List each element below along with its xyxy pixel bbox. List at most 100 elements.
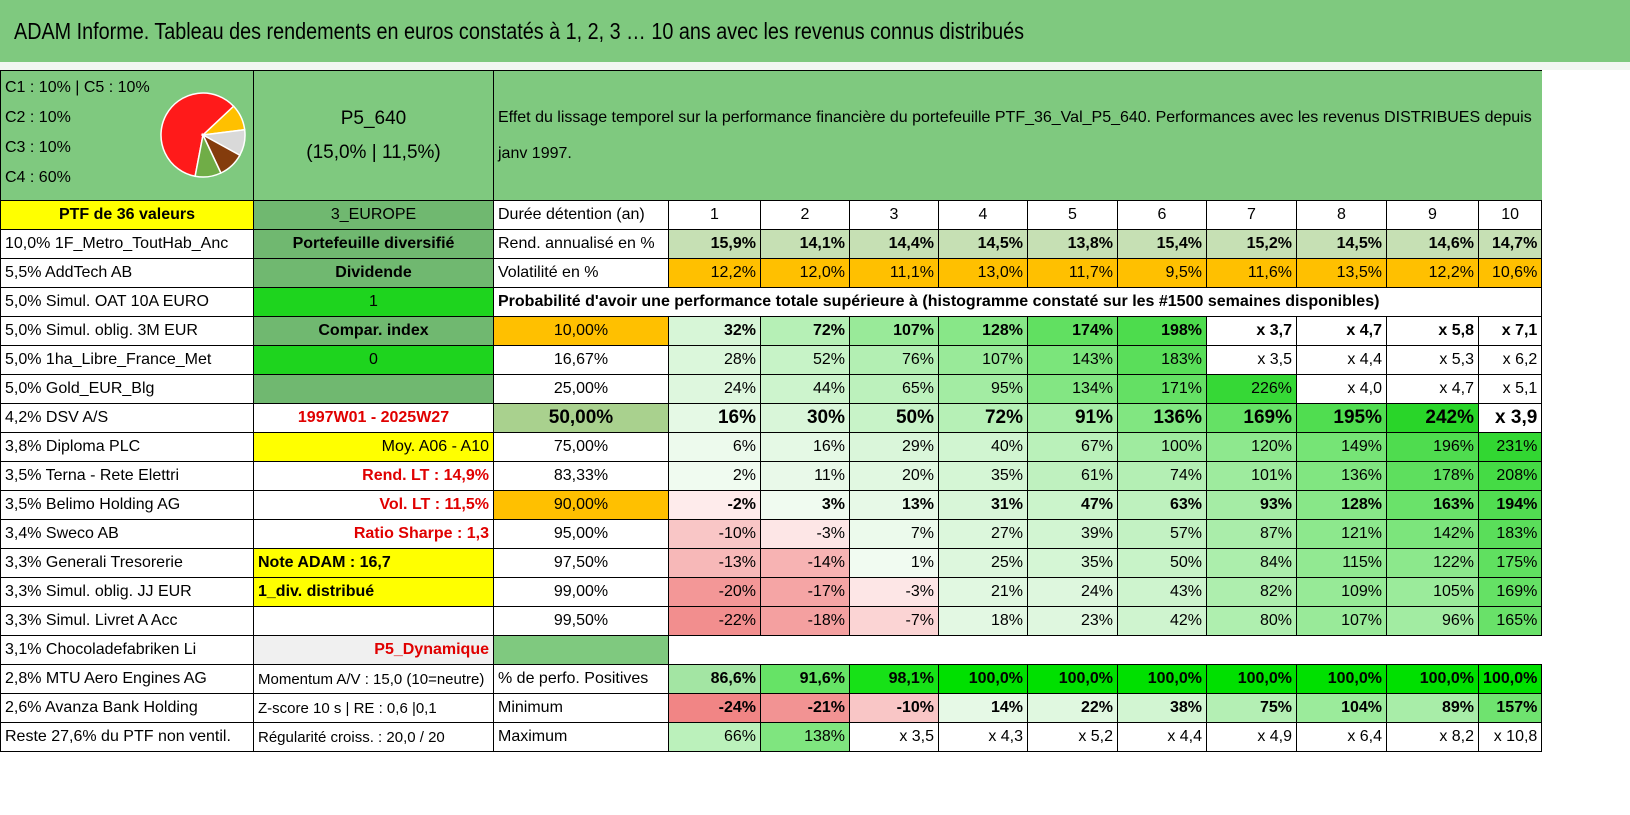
min-value: 104% xyxy=(1296,693,1387,723)
holding-name: 3,8% Diploma PLC xyxy=(0,432,254,462)
probability-value: x 4,4 xyxy=(1296,345,1387,375)
probability-value: -10% xyxy=(668,519,761,549)
year-header: 6 xyxy=(1117,200,1207,230)
year-header: 4 xyxy=(938,200,1028,230)
probability-value: 43% xyxy=(1117,577,1207,607)
min-value: 157% xyxy=(1477,693,1543,723)
max-value: x 4,4 xyxy=(1117,722,1207,752)
probability-value: 63% xyxy=(1117,490,1207,520)
holding-name: 3,3% Generali Tresorerie xyxy=(0,548,254,578)
probability-threshold: 25,00% xyxy=(493,374,669,404)
min-value: 14% xyxy=(938,693,1028,723)
probability-value: 1% xyxy=(849,548,939,578)
probability-value: 226% xyxy=(1206,374,1297,404)
info-cell: 1 xyxy=(253,287,494,317)
volatility-value: 12,0% xyxy=(760,258,850,288)
holding-name: 5,0% Simul. oblig. 3M EUR xyxy=(0,316,254,346)
max-value: 66% xyxy=(668,722,761,752)
probability-value: 169% xyxy=(1206,403,1297,433)
probability-value: -3% xyxy=(849,577,939,607)
probability-value: 72% xyxy=(760,316,850,346)
probability-value: 52% xyxy=(760,345,850,375)
probability-value: 67% xyxy=(1027,432,1118,462)
probability-value: 39% xyxy=(1027,519,1118,549)
pie-slice-c4 xyxy=(160,92,235,178)
pos-value: 100,0% xyxy=(1117,664,1207,694)
probability-value: 23% xyxy=(1027,606,1118,636)
probability-value: 30% xyxy=(760,403,850,433)
report-table: C1 : 10% | C5 : 10% C2 : 10% C3 : 10% C4 : … xyxy=(0,70,1543,752)
info-cell: Note ADAM : 16,7 xyxy=(253,548,494,578)
probability-value: 76% xyxy=(849,345,939,375)
info-cell xyxy=(253,606,494,636)
probability-threshold: 75,00% xyxy=(493,432,669,462)
pos-value: 100,0% xyxy=(1386,664,1479,694)
return-value: 14,6% xyxy=(1386,229,1479,259)
probability-value: x 4,0 xyxy=(1296,374,1387,404)
probability-value: 134% xyxy=(1027,374,1118,404)
probability-threshold: 99,00% xyxy=(493,577,669,607)
allocation-cell: C1 : 10% | C5 : 10% C2 : 10% C3 : 10% C4 : … xyxy=(0,70,254,201)
probability-value: 16% xyxy=(760,432,850,462)
probability-value: 195% xyxy=(1296,403,1387,433)
volatility-value: 9,5% xyxy=(1117,258,1207,288)
probability-value: 128% xyxy=(1296,490,1387,520)
info-cell xyxy=(253,374,494,404)
return-value: 14,5% xyxy=(938,229,1028,259)
probability-value: 143% xyxy=(1027,345,1118,375)
probability-value: 242% xyxy=(1386,403,1479,433)
probability-value: x 7,1 xyxy=(1477,316,1543,346)
volatility-value: 10,6% xyxy=(1477,258,1543,288)
return-value: 14,7% xyxy=(1477,229,1543,259)
probability-value: 109% xyxy=(1296,577,1387,607)
max-value: x 3,5 xyxy=(849,722,939,752)
info-cell: Momentum A/V : 15,0 (10=neutre) xyxy=(253,664,494,694)
maximum-row: Reste 27,6% du PTF non ventil. Régularité… xyxy=(0,722,1543,752)
volatility-value: 12,2% xyxy=(668,258,761,288)
holding-name: 5,0% Simul. OAT 10A EURO xyxy=(0,287,254,317)
probability-value: x 4,7 xyxy=(1296,316,1387,346)
return-value: 15,9% xyxy=(668,229,761,259)
probability-row: 3,5% Terna - Rete Elettri Rend. LT : 14,9… xyxy=(0,461,1543,491)
max-value: 138% xyxy=(760,722,850,752)
probability-value: 31% xyxy=(938,490,1028,520)
probability-value: 35% xyxy=(938,461,1028,491)
title-separator xyxy=(0,62,1630,70)
probability-value: 20% xyxy=(849,461,939,491)
min-value: -24% xyxy=(668,693,761,723)
probability-value: -7% xyxy=(849,606,939,636)
portfolio-sub: (15,0% | 11,5%) xyxy=(306,141,441,163)
probability-value: 84% xyxy=(1206,548,1297,578)
info-cell: Moy. A06 - A10 xyxy=(253,432,494,462)
probability-row: 5,0% 1ha_Libre_France_Met 0 16,67% 28% 52% 76… xyxy=(0,345,1543,375)
probability-value: 95% xyxy=(938,374,1028,404)
probability-value: 27% xyxy=(938,519,1028,549)
minimum-row: 2,6% Avanza Bank Holding Z-score 10 s | R… xyxy=(0,693,1543,723)
pos-value: 100,0% xyxy=(938,664,1028,694)
probability-value: -3% xyxy=(760,519,850,549)
probability-value: 32% xyxy=(668,316,761,346)
return-value: 14,5% xyxy=(1296,229,1387,259)
probability-title-row: 5,0% Simul. OAT 10A EURO 1 Probabilité d'a… xyxy=(0,287,1543,317)
year-header: 10 xyxy=(1477,200,1543,230)
max-value: x 8,2 xyxy=(1386,722,1479,752)
probability-value: x 5,3 xyxy=(1386,345,1479,375)
header-row: C1 : 10% | C5 : 10% C2 : 10% C3 : 10% C4 : … xyxy=(0,70,1542,201)
probability-threshold: 16,67% xyxy=(493,345,669,375)
portfolio-code-cell: P5_640 (15,0% | 11,5%) xyxy=(253,70,494,201)
holding-name: 10,0% 1F_Metro_ToutHab_Anc xyxy=(0,229,254,259)
probability-value: 107% xyxy=(849,316,939,346)
probability-value: 128% xyxy=(938,316,1028,346)
probability-row: 5,0% Simul. oblig. 3M EUR Compar. index 10… xyxy=(0,316,1543,346)
years-row: PTF de 36 valeurs 3_EUROPE Durée détention… xyxy=(0,200,1543,230)
volatility-row: 5,5% AddTech AB Dividende Volatilité en % 1… xyxy=(0,258,1543,288)
holding-name: 3,4% Sweco AB xyxy=(0,519,254,549)
probability-value: 18% xyxy=(938,606,1028,636)
max-value: x 5,2 xyxy=(1027,722,1118,752)
probability-value: 91% xyxy=(1027,403,1118,433)
pos-value: 100,0% xyxy=(1027,664,1118,694)
volatility-value: 13,5% xyxy=(1296,258,1387,288)
probability-value: -13% xyxy=(668,548,761,578)
holding-name: 3,5% Terna - Rete Elettri xyxy=(0,461,254,491)
probability-value: x 6,2 xyxy=(1477,345,1543,375)
